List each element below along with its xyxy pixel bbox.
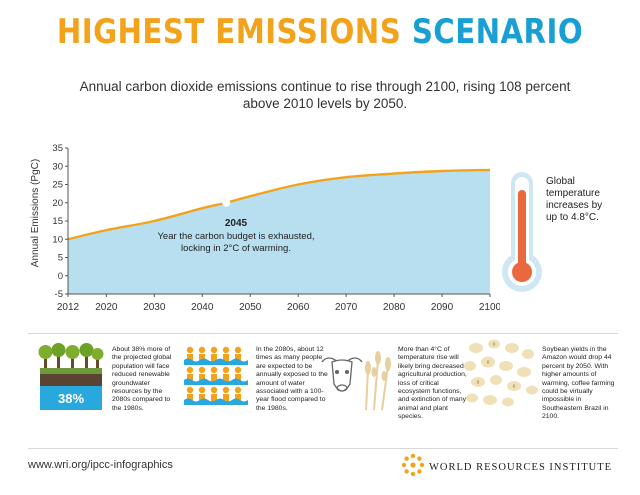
- y-tick-label: -5: [55, 289, 63, 300]
- y-tick-label: 5: [58, 253, 63, 264]
- x-tick-label: 2012: [57, 302, 80, 313]
- y-tick-label: 10: [52, 234, 63, 245]
- x-tick-label: 2030: [143, 302, 166, 313]
- divider-top: [28, 333, 618, 334]
- thermometer-icon: [502, 172, 542, 292]
- footer-org: WORLD RESOURCES INSTITUTE: [429, 462, 613, 473]
- subtitle: Annual carbon dioxide emissions continue…: [79, 79, 571, 111]
- annotation-line-1: Year the carbon budget is exhausted,: [157, 231, 314, 242]
- x-tick-label: 2080: [383, 302, 406, 313]
- y-tick-label: 20: [52, 198, 63, 209]
- divider-bottom: [28, 448, 618, 449]
- fact-4-text: Soybean yields in the Amazon would drop …: [542, 346, 615, 421]
- x-tick-label: 2070: [335, 302, 358, 313]
- fact-1-badge: 38%: [58, 391, 84, 406]
- beans-icon: [464, 339, 538, 407]
- title-part-2: SCENARIO: [411, 12, 584, 52]
- y-tick-label: 25: [52, 180, 63, 191]
- fact-3-text: More than 4°C of temperature rise will l…: [398, 346, 467, 421]
- annotation-line-2: locking in 2°C of warming.: [181, 243, 291, 254]
- y-axis-label: Annual Emissions (PgC): [30, 159, 41, 267]
- x-tick-label: 2100: [479, 302, 500, 313]
- y-tick-label: 30: [52, 161, 63, 172]
- annotation-year: 2045: [225, 218, 248, 229]
- page-title: HIGHEST EMISSIONS SCENARIO: [45, 12, 595, 52]
- y-tick-label: 0: [58, 271, 63, 282]
- area-fill: [68, 169, 490, 294]
- y-tick-label: 35: [52, 143, 63, 154]
- x-tick-label: 2020: [95, 302, 118, 313]
- x-tick-label: 2060: [287, 302, 310, 313]
- x-tick-label: 2050: [239, 302, 262, 313]
- cow-wheat-icon: [321, 351, 391, 411]
- thermometer-text: Global temperature increases by up to 4.…: [546, 176, 603, 223]
- x-tick-label: 2090: [431, 302, 454, 313]
- emissions-line: [67, 168, 491, 241]
- flood-people-icon: [184, 346, 248, 405]
- trees-water-icon: 38%: [38, 343, 104, 410]
- title-part-1: HIGHEST EMISSIONS: [56, 12, 402, 52]
- fact-2-text: In the 2080s, about 12 times as many peo…: [256, 346, 328, 412]
- x-tick-label: 2040: [191, 302, 214, 313]
- footer-url[interactable]: www.wri.org/ipcc-infographics: [28, 459, 173, 471]
- annotation-point: [222, 198, 231, 207]
- emissions-chart: 35 30 25 20 15 10 5 0 -5 2012 2020 2030 2040 2050 2060…: [30, 143, 500, 313]
- fact-1-text: About 38% more of the projected global p…: [112, 346, 172, 412]
- wri-logo-icon: [401, 453, 425, 477]
- y-tick-label: 15: [52, 216, 63, 227]
